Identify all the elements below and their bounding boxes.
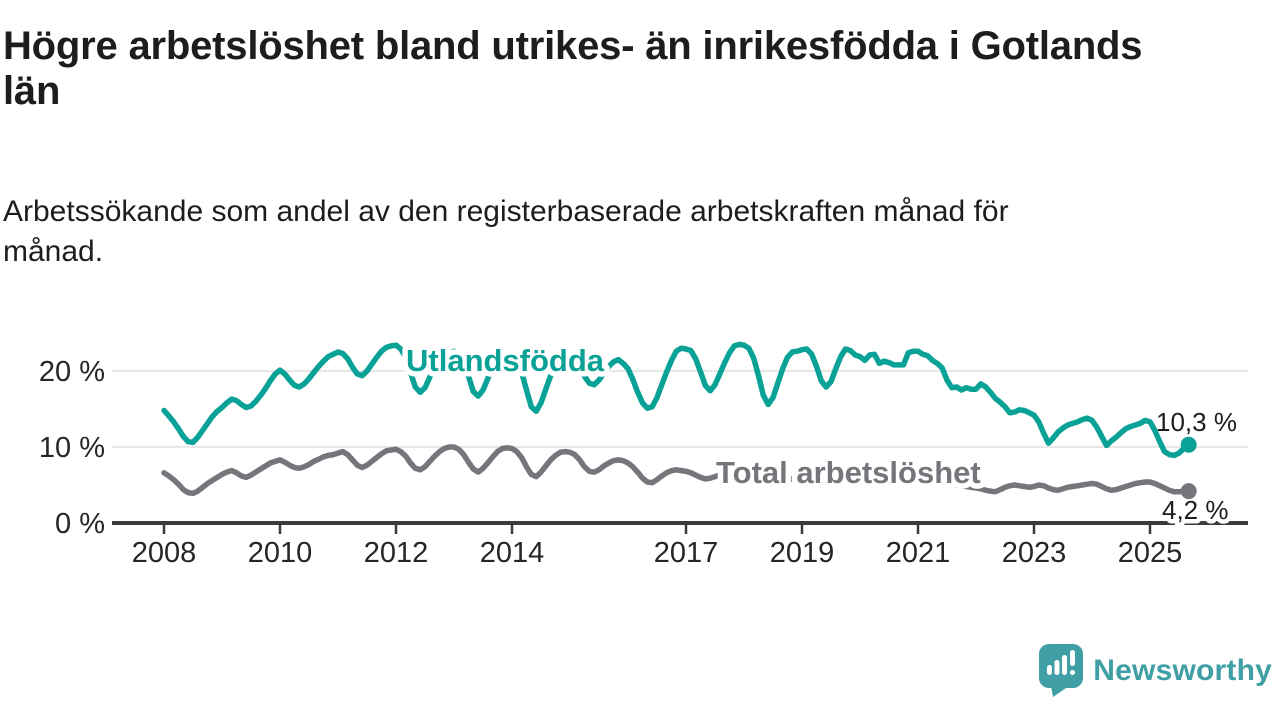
branding-name: Newsworthy bbox=[1093, 653, 1272, 687]
page-title: Högre arbetslöshet bland utrikes- än inr… bbox=[3, 24, 1143, 113]
x-axis-label: 2017 bbox=[654, 537, 719, 569]
branding: Newsworthy bbox=[1039, 644, 1272, 697]
newsworthy-logo-icon bbox=[1039, 644, 1084, 697]
x-axis-label: 2014 bbox=[480, 537, 545, 569]
x-axis-label: 2023 bbox=[1002, 537, 1067, 569]
x-axis-label: 2025 bbox=[1118, 537, 1183, 569]
series-line bbox=[161, 341, 1192, 459]
latest-point-dot bbox=[1180, 436, 1197, 453]
x-axis-label: 2010 bbox=[248, 537, 313, 569]
series-line bbox=[161, 444, 1192, 497]
y-axis-label: 0 % bbox=[55, 508, 105, 540]
chart-subtitle: Arbetssökande som andel av den registerb… bbox=[3, 195, 1009, 268]
y-axis-label: 10 % bbox=[39, 432, 105, 464]
x-axis-label: 2008 bbox=[132, 537, 197, 569]
x-axis-label: 2021 bbox=[886, 537, 951, 569]
series-label: Utlandsfödda bbox=[406, 343, 605, 378]
series-label: Total arbetslöshet bbox=[716, 455, 981, 490]
y-axis-label: 20 % bbox=[39, 356, 105, 388]
latest-value-label: 4,2 % bbox=[1162, 495, 1229, 525]
x-axis-label: 2012 bbox=[364, 537, 429, 569]
x-axis-label: 2019 bbox=[770, 537, 835, 569]
unemployment-line-chart: 10,3 % 4,2 % Utlandsfödda Total arbetslöshe… bbox=[39, 338, 1248, 569]
latest-point-dot bbox=[1180, 483, 1197, 500]
latest-value-label: 10,3 % bbox=[1156, 407, 1237, 437]
